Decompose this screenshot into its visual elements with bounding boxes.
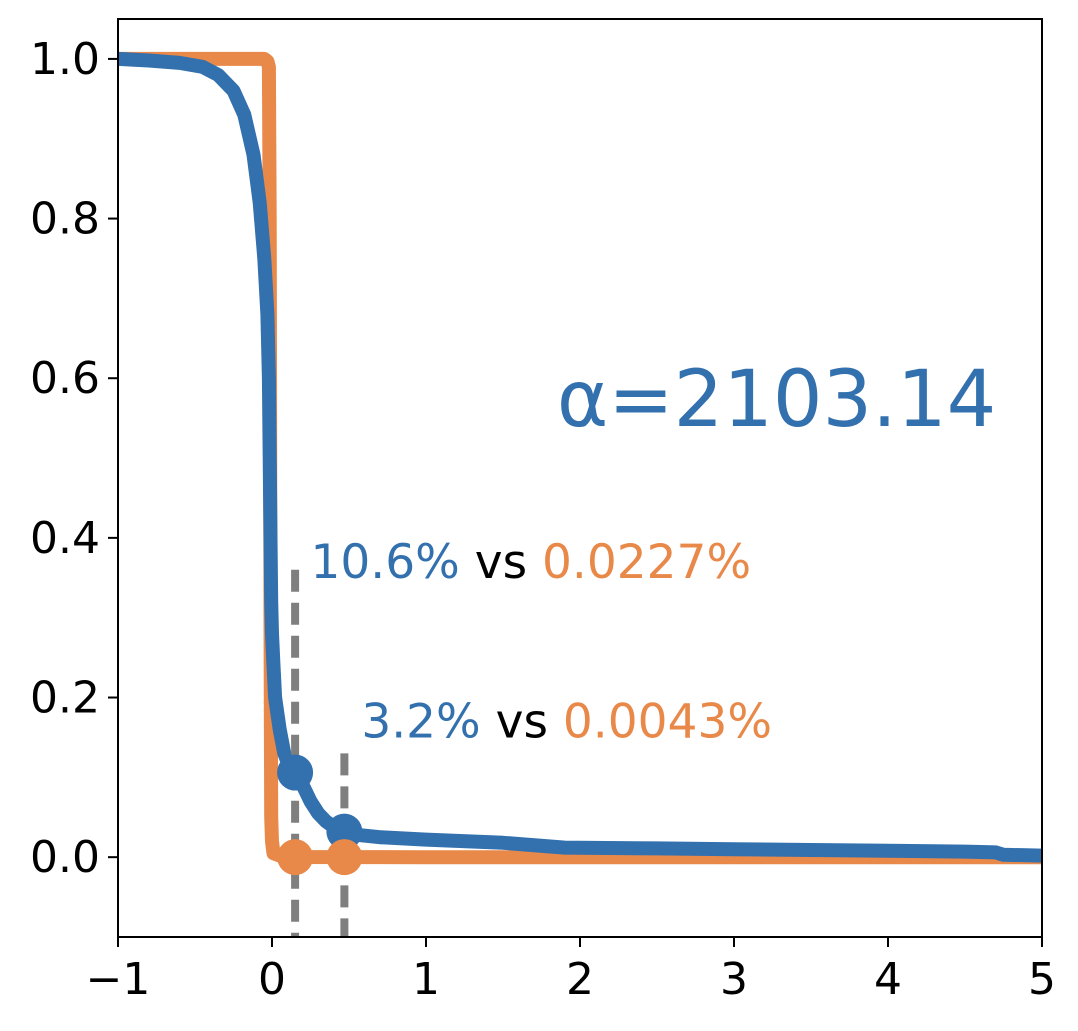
x-tick-label: 4 bbox=[874, 954, 902, 1005]
alpha-label: α=2103.14 bbox=[557, 355, 996, 445]
series-line-1 bbox=[118, 51, 1042, 865]
y-tick-label: 1.0 bbox=[30, 34, 100, 85]
x-tick-label: 3 bbox=[720, 954, 748, 1005]
percent-annotation-2: 3.2% vs 0.0043% bbox=[361, 694, 772, 749]
threshold-marker-1 bbox=[277, 754, 314, 791]
tick-layer: −1 0 1 2 3 4 5 0.0 0.2 0.4 0.6 0.8 1.0 bbox=[30, 34, 1056, 1005]
plot-area bbox=[118, 51, 1042, 937]
threshold-marker-2 bbox=[326, 813, 363, 850]
x-tick-label: 1 bbox=[412, 954, 440, 1005]
threshold-marker-4 bbox=[326, 839, 363, 876]
x-tick-label: −1 bbox=[86, 954, 151, 1005]
y-tick-label: 0.8 bbox=[30, 194, 100, 245]
threshold-marker-3 bbox=[277, 839, 314, 876]
annotation-layer: 10.6% vs 0.0227% 3.2% vs 0.0043% α=2103.14 bbox=[311, 355, 997, 749]
y-tick-label: 0.2 bbox=[30, 673, 100, 724]
percent-annotation-1-part-1: 10.6% bbox=[311, 535, 460, 590]
y-tick-label: 0.0 bbox=[30, 832, 100, 883]
percent-annotation-1-part-3: 0.0227% bbox=[542, 535, 751, 590]
percent-annotation-2-part-3: 0.0043% bbox=[563, 694, 772, 749]
y-tick-label: 0.4 bbox=[30, 513, 100, 564]
x-tick-label: 2 bbox=[566, 954, 594, 1005]
y-tick-label: 0.6 bbox=[30, 353, 100, 404]
percent-annotation-2-part-1: 3.2% bbox=[361, 694, 480, 749]
x-tick-label: 0 bbox=[258, 954, 286, 1005]
percent-annotation-2-part-2: vs bbox=[481, 694, 563, 749]
x-tick-label: 5 bbox=[1028, 954, 1056, 1005]
percent-annotation-1: 10.6% vs 0.0227% bbox=[311, 535, 752, 590]
percent-annotation-1-part-2: vs bbox=[460, 535, 542, 590]
